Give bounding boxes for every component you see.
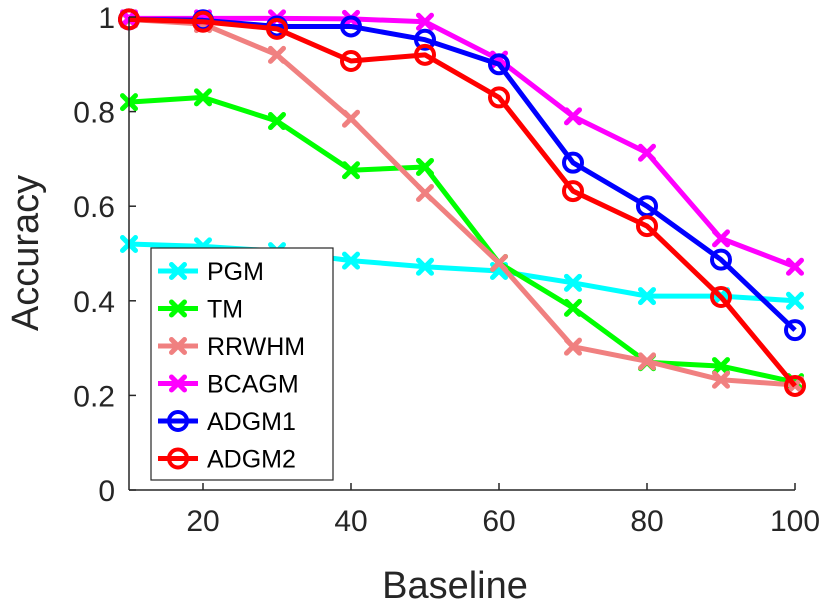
point-bcagm	[638, 143, 656, 162]
point-bcagm	[786, 257, 804, 276]
point-adgm2	[414, 43, 436, 66]
legend-item-tm: TM	[158, 296, 243, 324]
point-pgm	[416, 257, 434, 276]
series-bcagm	[120, 9, 804, 276]
legend-marker-adgm2	[167, 447, 189, 470]
legend-label-pgm: PGM	[207, 258, 264, 286]
point-adgm1	[414, 28, 436, 51]
point-rrwhm	[416, 183, 434, 202]
point-adgm2	[266, 17, 288, 40]
point-rrwhm	[268, 45, 286, 64]
legend-label-adgm2: ADGM2	[207, 446, 296, 474]
point-rrwhm	[712, 370, 730, 389]
point-adgm1	[710, 248, 732, 271]
line-adgm2	[128, 16, 797, 388]
point-tm	[268, 112, 286, 131]
point-adgm2	[784, 374, 806, 397]
point-bcagm	[712, 229, 730, 248]
legend: PGM TM RRWHM BCAGM ADGM1 ADGM2	[150, 247, 334, 481]
point-rrwhm	[564, 337, 582, 356]
point-adgm2	[192, 10, 214, 33]
x-tick-label: 100	[770, 505, 820, 538]
y-tick-label: 0.2	[73, 380, 115, 413]
point-pgm	[638, 287, 656, 306]
line-rrwhm	[128, 16, 796, 388]
legend-marker-tm	[169, 299, 187, 318]
x-tick-label: 60	[482, 505, 515, 538]
point-adgm2	[340, 49, 362, 72]
legend-item-bcagm: BCAGM	[158, 371, 299, 399]
point-adgm2	[710, 286, 732, 309]
legend-marker-pgm	[169, 262, 187, 280]
x-axis-title: Baseline	[382, 565, 528, 607]
legend-item-rrwhm: RRWHM	[158, 333, 305, 361]
x-ticks: 20 40 60 80 100	[186, 483, 820, 538]
y-ticks: 0 0.2 0.4 0.6 0.8 1	[73, 2, 136, 508]
point-bcagm	[416, 12, 434, 31]
y-tick-label: 0.4	[73, 286, 115, 319]
point-adgm2	[488, 86, 510, 109]
legend-item-adgm2: ADGM2	[158, 446, 296, 474]
point-tm	[712, 357, 730, 376]
series-layer	[118, 8, 806, 397]
point-pgm	[786, 291, 804, 310]
point-rrwhm	[342, 109, 360, 128]
point-tm	[416, 157, 434, 176]
legend-marker-adgm1	[167, 410, 189, 432]
line-tm	[128, 94, 796, 385]
y-tick-label: 1	[98, 2, 115, 35]
point-adgm2	[562, 180, 584, 203]
legend-marker-bcagm	[169, 374, 187, 393]
point-adgm1	[784, 319, 806, 342]
legend-label-adgm1: ADGM1	[207, 408, 296, 436]
point-bcagm	[564, 107, 582, 126]
legend-item-pgm: PGM	[158, 258, 264, 286]
legend-label-rrwhm: RRWHM	[207, 333, 305, 361]
legend-item-adgm1: ADGM1	[158, 408, 296, 436]
axes: 20 40 60 80 100 0 0.2 0.4 0.6 0.8 1	[73, 2, 820, 538]
legend-box	[150, 247, 334, 481]
y-axis-title: Accuracy	[5, 175, 47, 331]
y-tick-label: 0	[98, 475, 115, 508]
point-tm	[342, 161, 360, 180]
x-tick-label: 40	[334, 505, 367, 538]
point-adgm2	[636, 215, 658, 238]
legend-marker-rrwhm	[169, 337, 187, 355]
point-rrwhm	[638, 352, 656, 371]
point-pgm	[342, 251, 360, 270]
point-adgm1	[562, 151, 584, 174]
x-tick-label: 80	[630, 505, 663, 538]
y-tick-label: 0.6	[73, 191, 115, 224]
point-rrwhm	[490, 253, 508, 272]
legend-label-tm: TM	[207, 296, 243, 324]
line-bcagm	[129, 15, 796, 270]
y-tick-label: 0.8	[73, 97, 115, 130]
point-adgm1	[340, 15, 362, 38]
x-tick-label: 20	[186, 505, 219, 538]
legend-label-bcagm: BCAGM	[207, 371, 299, 399]
point-pgm	[564, 273, 582, 292]
point-adgm1	[488, 53, 510, 76]
point-tm	[194, 88, 212, 107]
point-tm	[564, 298, 582, 317]
